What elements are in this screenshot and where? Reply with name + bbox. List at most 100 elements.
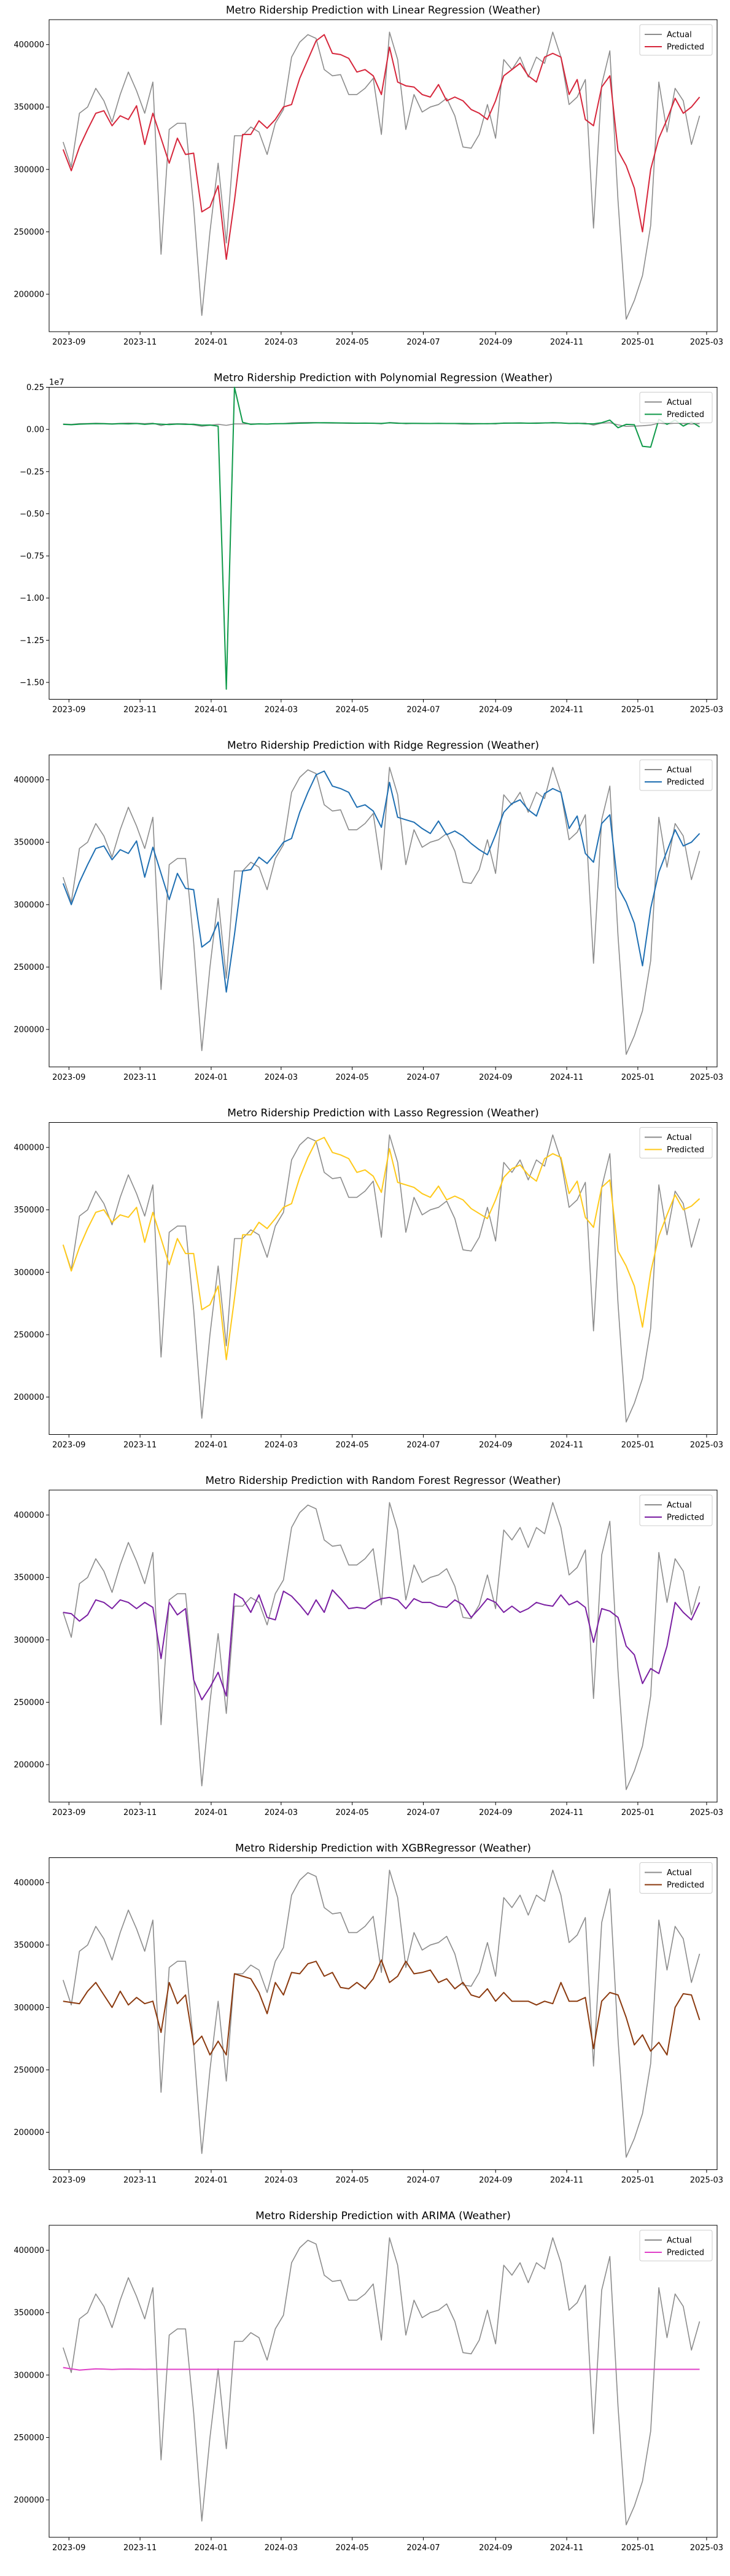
plot-frame: [49, 19, 718, 332]
x-tick-label: 2024-03: [265, 2176, 298, 2185]
x-tick-label: 2024-05: [336, 706, 369, 715]
y-tick-label: 250000: [14, 2434, 44, 2443]
x-tick-label: 2024-05: [336, 2176, 369, 2185]
legend-box: [639, 2230, 713, 2262]
y-tick-label: 250000: [14, 963, 44, 972]
y-tick-label: 400000: [14, 1879, 44, 1888]
x-tick-label: 2024-01: [195, 338, 228, 347]
chart-title: Metro Ridership Prediction with Ridge Re…: [227, 740, 539, 752]
legend-box: [639, 24, 713, 56]
legend-label-predicted: Predicted: [667, 410, 704, 420]
chart-panel-7: Metro Ridership Prediction with ARIMA (W…: [14, 2210, 723, 2553]
chart-title: Metro Ridership Prediction with Lasso Re…: [227, 1107, 539, 1120]
legend: Actual Predicted: [639, 392, 713, 423]
x-tick-label: 2024-01: [195, 2543, 228, 2553]
series-line-predicted: [63, 1589, 701, 1701]
x-tick-label: 2024-03: [265, 706, 298, 715]
series-line-predicted: [63, 386, 701, 690]
y-tick-label: 300000: [14, 2371, 44, 2380]
y-tick-label: 350000: [14, 103, 44, 112]
y-tick-label: −1.25: [20, 636, 44, 646]
x-tick-label: 2023-09: [52, 2543, 85, 2553]
legend-label-actual: Actual: [667, 31, 692, 40]
y-tick-label: 350000: [14, 1574, 44, 1583]
series-line-actual: [63, 1502, 701, 1790]
legend-label-predicted: Predicted: [667, 1513, 704, 1523]
legend-label-actual: Actual: [667, 1868, 692, 1878]
y-tick-label: 350000: [14, 1941, 44, 1950]
legend-label-predicted: Predicted: [667, 2249, 704, 2258]
chart-title: Metro Ridership Prediction with Random F…: [206, 1475, 561, 1487]
series-line-actual: [63, 1869, 701, 2158]
x-tick-label: 2024-01: [195, 706, 228, 715]
y-tick-label: 250000: [14, 228, 44, 237]
series-line-predicted: [62, 770, 701, 993]
x-tick-label: 2024-03: [265, 1808, 298, 1817]
y-tick-label: 0.00: [26, 426, 44, 435]
x-tick-label: 2024-11: [550, 706, 583, 715]
x-tick-label: 2024-05: [336, 2543, 369, 2553]
legend-box: [639, 392, 713, 423]
x-tick-label: 2023-09: [52, 338, 85, 347]
y-tick-label: 400000: [14, 776, 44, 785]
x-tick-label: 2023-11: [123, 1073, 157, 1082]
x-tick-label: 2025-01: [621, 1441, 654, 1450]
y-tick-label: 200000: [14, 1026, 44, 1035]
chart-panel-5: Metro Ridership Prediction with Random F…: [14, 1475, 723, 1817]
y-tick-label: 200000: [14, 2496, 44, 2505]
x-tick-label: 2025-01: [621, 338, 654, 347]
x-tick-label: 2024-05: [336, 1441, 369, 1450]
x-tick-label: 2024-11: [550, 1441, 583, 1450]
legend-label-predicted: Predicted: [667, 1146, 704, 1155]
legend-label-actual: Actual: [667, 766, 692, 775]
legend-label-actual: Actual: [667, 2236, 692, 2246]
y-tick-label: 350000: [14, 838, 44, 848]
x-tick-label: 2024-09: [479, 1808, 512, 1817]
y-tick-label: 300000: [14, 1268, 44, 1278]
plot-frame: [49, 1857, 718, 2170]
x-tick-label: 2024-05: [336, 1073, 369, 1082]
legend-label-predicted: Predicted: [667, 43, 704, 52]
legend: Actual Predicted: [639, 1862, 713, 1894]
legend-box: [639, 1494, 713, 1526]
x-tick-label: 2024-11: [550, 338, 583, 347]
chart-title: Metro Ridership Prediction with Polynomi…: [214, 372, 553, 384]
x-tick-label: 2025-01: [621, 1073, 654, 1082]
chart-title: Metro Ridership Prediction with Linear R…: [226, 4, 540, 17]
chart-panel-2: Metro Ridership Prediction with Polynomi…: [20, 372, 723, 715]
y-tick-label: 0.25: [26, 383, 44, 392]
legend: Actual Predicted: [639, 1127, 713, 1158]
x-tick-label: 2024-09: [479, 1073, 512, 1082]
x-tick-label: 2024-03: [265, 338, 298, 347]
legend-label-actual: Actual: [667, 1501, 692, 1510]
series-line-actual: [63, 2237, 701, 2526]
chart-panel-4: Metro Ridership Prediction with Lasso Re…: [14, 1107, 723, 1450]
legend-box: [639, 759, 713, 791]
y-tick-label: 200000: [14, 1393, 44, 1402]
y-tick-label: 300000: [14, 1636, 44, 1645]
legend-label-predicted: Predicted: [667, 778, 704, 787]
legend-box: [639, 1862, 713, 1894]
x-tick-label: 2025-03: [690, 2176, 723, 2185]
x-tick-label: 2023-09: [52, 1073, 85, 1082]
legend: Actual Predicted: [639, 759, 713, 791]
x-tick-label: 2025-01: [621, 2543, 654, 2553]
y-tick-label: 400000: [14, 1144, 44, 1153]
legend-label-predicted: Predicted: [667, 1881, 704, 1890]
x-tick-label: 2025-03: [690, 1073, 723, 1082]
x-tick-label: 2025-03: [690, 2543, 723, 2553]
x-tick-label: 2025-01: [621, 1808, 654, 1817]
series-line-actual: [63, 767, 701, 1055]
chart-panel-6: Metro Ridership Prediction with XGBRegre…: [14, 1843, 723, 2185]
x-tick-label: 2023-09: [52, 1441, 85, 1450]
x-tick-label: 2023-11: [123, 2176, 157, 2185]
series-line-predicted: [62, 34, 701, 260]
x-tick-label: 2025-03: [690, 1441, 723, 1450]
y-tick-label: −0.50: [20, 510, 44, 519]
plot-frame: [49, 1489, 718, 1803]
y-tick-label: 300000: [14, 165, 44, 174]
x-tick-label: 2023-11: [123, 338, 157, 347]
y-offset-text: 1e7: [49, 378, 64, 388]
x-tick-label: 2024-09: [479, 706, 512, 715]
